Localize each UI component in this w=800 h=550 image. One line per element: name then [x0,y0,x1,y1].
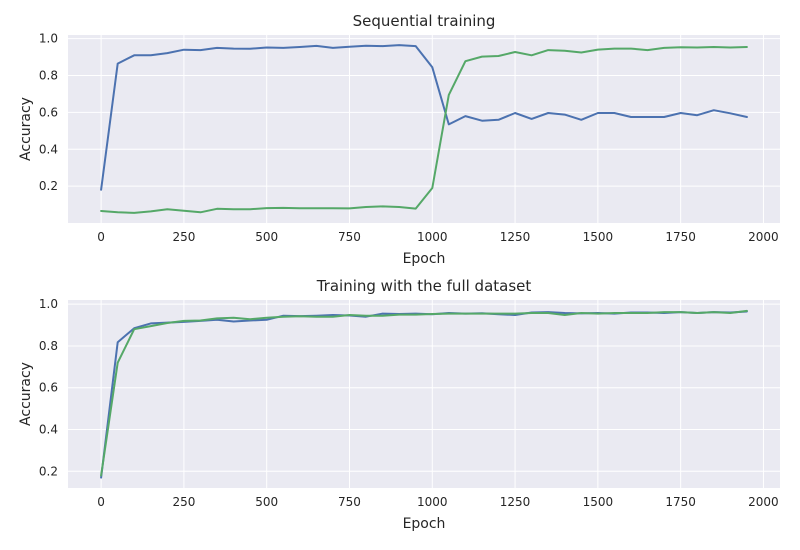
x-tick-label: 1000 [417,230,448,244]
y-tick-label: 0.6 [39,381,58,395]
series-line-2 [100,46,748,214]
y-tick-label: 0.6 [39,105,58,119]
y-tick-label: 0.8 [39,339,58,353]
x-tick-label: 750 [338,230,361,244]
x-tick-label: 250 [172,495,195,509]
chart-title: Training with the full dataset [316,277,532,295]
series-line-1 [100,44,748,191]
y-tick-label: 0.2 [39,464,58,478]
y-tick-label: 1.0 [39,32,58,46]
x-tick-label: 2000 [748,495,779,509]
x-tick-label: 1750 [665,230,696,244]
series-line-2 [100,309,748,477]
chart-1: 0 250 500 750 1000 1250 1500 1750 2000 0.2 0.4 0.6 0… [18,12,780,267]
chart-title: Sequential training [353,12,496,30]
x-tick-label: 1500 [583,230,614,244]
x-axis-label: Epoch [403,516,446,532]
y-tick-label: 0.2 [39,179,58,193]
x-tick-label: 1000 [417,495,448,509]
y-tick-label: 0.8 [39,69,58,83]
y-axis-label: Accuracy [18,97,34,161]
x-tick-label: 0 [97,495,105,509]
y-tick-label: 0.4 [39,142,58,156]
plot-area [68,300,780,488]
y-tick-label: 1.0 [39,297,58,311]
x-axis-label: Epoch [403,251,446,267]
x-tick-label: 500 [255,230,278,244]
x-tick-label: 1500 [583,495,614,509]
chart-2: 0 250 500 750 1000 1250 1500 1750 2000 0.2 0.4 0.6 0… [18,277,780,532]
x-tick-label: 2000 [748,230,779,244]
x-tick-label: 1250 [500,230,531,244]
x-tick-label: 250 [172,230,195,244]
plot-area [68,35,780,223]
x-tick-label: 1750 [665,495,696,509]
x-tick-label: 1250 [500,495,531,509]
x-tick-label: 750 [338,495,361,509]
y-axis-label: Accuracy [18,362,34,426]
y-tick-label: 0.4 [39,423,58,437]
x-tick-label: 500 [255,495,278,509]
x-tick-label: 0 [97,230,105,244]
